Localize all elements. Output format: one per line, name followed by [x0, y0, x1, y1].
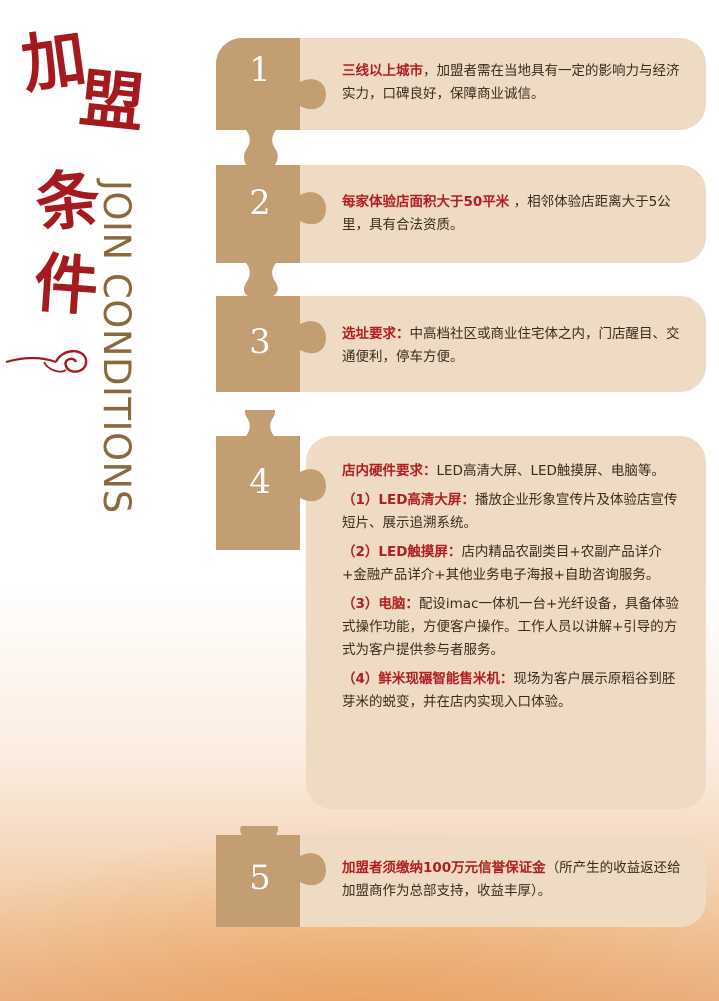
- title-char-4: 件: [31, 245, 101, 326]
- hardware-item-1-heading: （1）LED高清大屏：: [342, 492, 475, 508]
- hardware-item-4-body: 现场为客户展示原稻谷到胚芽米的蜕变，并在店内实现入口体验。: [342, 671, 676, 710]
- puzzle-piece-5: [216, 826, 326, 927]
- hardware-item-2-heading: （2）LED触摸屏：: [342, 544, 462, 560]
- puzzle-piece-2: [216, 165, 326, 299]
- hardware-item-4: （4）鲜米现碾智能售米机：现场为客户展示原稻谷到胚芽米的蜕变，并在店内实现入口体…: [342, 668, 682, 714]
- condition-1-text: 三线以上城市，加盟者需在当地具有一定的影响力与经济实力，口碑良好，保障商业诚信。: [342, 60, 688, 106]
- condition-number-1: 1: [249, 50, 271, 90]
- condition-number-4: 4: [249, 462, 271, 502]
- title-char-1: 加: [17, 19, 91, 104]
- puzzle-piece-4: [216, 410, 326, 550]
- condition-2-text: 每家体验店面积大于50平米 ，相邻体验店距离大于5公里，具有合法资质。: [342, 191, 688, 237]
- condition-1-heading: 三线以上城市: [342, 63, 423, 79]
- condition-2-heading: 每家体验店面积大于50平米: [342, 194, 510, 210]
- condition-3-heading: 选址要求：: [342, 326, 410, 342]
- puzzle-piece-1: [216, 38, 326, 172]
- title-char-2: 盟: [76, 60, 148, 143]
- condition-1-body: ，加盟者需在当地具有一定的影响力与经济实力，口碑良好，保障商业诚信。: [342, 63, 680, 102]
- cloud-swirl-ornament: [5, 350, 88, 373]
- condition-4-body: LED高清大屏、LED触摸屏、电脑等。: [436, 463, 665, 479]
- condition-number-5: 5: [249, 858, 271, 898]
- hardware-item-1: （1）LED高清大屏：播放企业形象宣传片及体验店宣传短片、展示追溯系统。: [342, 489, 682, 535]
- condition-5-body: （所产生的收益返还给加盟商作为总部支持，收益丰厚）。: [342, 860, 681, 899]
- condition-card-4: 店内硬件要求：LED高清大屏、LED触摸屏、电脑等。 （1）LED高清大屏：播放…: [306, 436, 706, 809]
- hardware-item-3: （3）电脑：配设imac一体机一台+光纤设备，具备体验式操作功能，方便客户操作。…: [342, 593, 682, 662]
- condition-5-heading: 加盟者须缴纳100万元信誉保证金: [342, 860, 546, 876]
- condition-3-body: 中高档社区或商业住宅体之内，门店醒目、交通便利，停车方便。: [342, 326, 680, 365]
- condition-4-intro: 店内硬件要求：LED高清大屏、LED触摸屏、电脑等。: [342, 460, 682, 483]
- hardware-item-3-heading: （3）电脑：: [342, 596, 419, 612]
- hardware-item-2-body: 店内精品农副类目+农副产品详介+金融产品详介+其他业务电子海报+自助咨询服务。: [342, 544, 662, 583]
- condition-number-2: 2: [249, 183, 271, 223]
- condition-4-text: 店内硬件要求：LED高清大屏、LED触摸屏、电脑等。 （1）LED高清大屏：播放…: [342, 460, 682, 720]
- condition-3-text: 选址要求：中高档社区或商业住宅体之内，门店醒目、交通便利，停车方便。: [342, 323, 688, 369]
- condition-2-body: ，相邻体验店距离大于5公里，具有合法资质。: [342, 194, 671, 233]
- hardware-item-4-heading: （4）鲜米现碾智能售米机：: [342, 671, 514, 687]
- hardware-item-1-body: 播放企业形象宣传片及体验店宣传短片、展示追溯系统。: [342, 492, 678, 531]
- condition-4-heading: 店内硬件要求：: [342, 463, 437, 479]
- condition-5-text: 加盟者须缴纳100万元信誉保证金（所产生的收益返还给加盟商作为总部支持，收益丰厚…: [342, 857, 692, 903]
- title-char-3: 条: [32, 160, 104, 243]
- hardware-item-3-body: 配设imac一体机一台+光纤设备，具备体验式操作功能，方便客户操作。工作人员以讲…: [342, 596, 679, 658]
- page-title-en: JOIN CONDITIONS: [95, 180, 138, 514]
- condition-number-3: 3: [249, 322, 271, 362]
- puzzle-piece-3: [216, 296, 326, 392]
- hardware-item-2: （2）LED触摸屏：店内精品农副类目+农副产品详介+金融产品详介+其他业务电子海…: [342, 541, 682, 587]
